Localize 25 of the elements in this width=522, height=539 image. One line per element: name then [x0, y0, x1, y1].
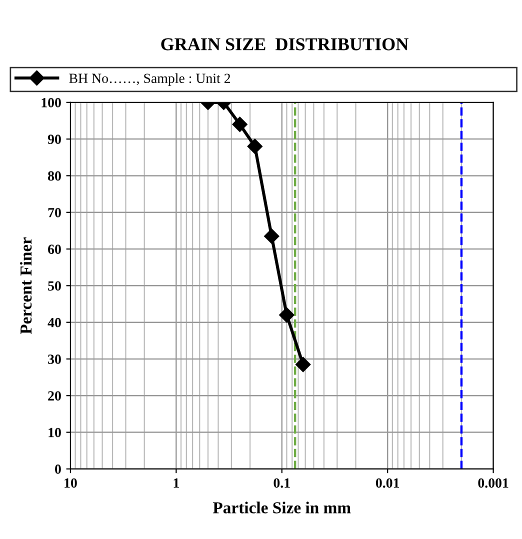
y-tick-label: 90 [48, 134, 61, 144]
y-tick-label: 80 [48, 171, 61, 181]
legend-label: BH No……, Sample : Unit 2 [69, 73, 230, 86]
x-tick-label: 0.01 [376, 478, 400, 488]
x-tick-label: 0.1 [274, 478, 290, 488]
y-tick-label: 40 [48, 318, 61, 328]
y-tick-label: 30 [48, 354, 61, 364]
point [247, 138, 262, 154]
x-tick-label: 0.001 [478, 478, 508, 488]
x-axis-title: Particle Size in mm [212, 502, 351, 514]
y-tick-label: 70 [48, 208, 61, 218]
chart-title: GRAIN SIZE DISTRIBUTION [161, 38, 408, 50]
y-tick-label: 50 [48, 281, 61, 291]
point [296, 356, 311, 372]
x-tick-label: 10 [64, 478, 77, 488]
y-axis-title: Percent Finer [20, 237, 32, 334]
point [279, 307, 294, 323]
y-tick-label: 10 [48, 428, 61, 438]
y-tick-label: 0 [55, 464, 61, 474]
y-tick-label: 100 [42, 98, 61, 108]
x-tick-label: 1 [174, 478, 179, 488]
y-tick-label: 20 [48, 391, 61, 401]
y-tick-label: 60 [48, 244, 61, 254]
point [232, 116, 248, 132]
point [264, 228, 280, 244]
